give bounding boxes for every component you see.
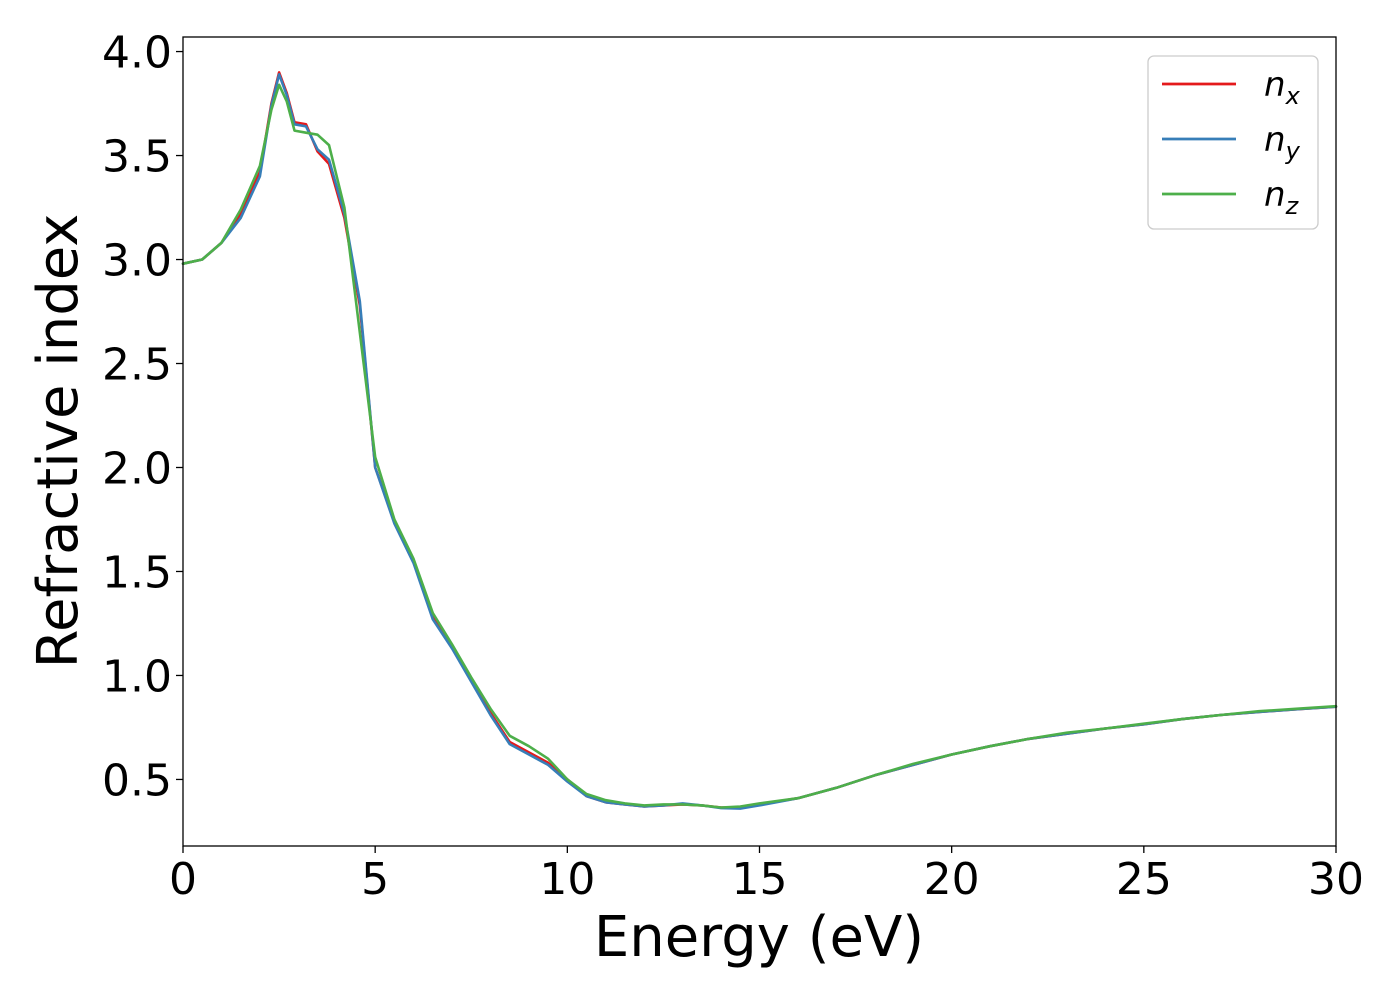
legend-label: nx (1264, 65, 1301, 110)
x-tick-label: 30 (1308, 854, 1364, 905)
y-tick-label: 4.0 (102, 28, 172, 79)
y-tick-label: 3.5 (102, 132, 172, 183)
y-tick-label: 1.5 (102, 547, 172, 598)
y-tick-label: 1.0 (102, 651, 172, 702)
series-line-n-z (181, 83, 1338, 809)
y-tick-label: 0.5 (102, 755, 172, 806)
x-tick-label: 20 (924, 854, 980, 905)
y-axis-ticks: 0.5 1.0 1.5 2.0 2.5 3.0 3.5 4.0 (102, 28, 183, 806)
y-tick-label: 3.0 (102, 236, 172, 287)
series-layer (181, 71, 1338, 810)
y-tick-label: 2.5 (102, 340, 172, 391)
y-tick-label: 2.0 (102, 443, 172, 494)
x-tick-label: 0 (169, 854, 197, 905)
y-axis-title: Refractive index (26, 214, 91, 669)
x-tick-label: 25 (1116, 854, 1172, 905)
legend-box (1147, 55, 1319, 230)
legend: nx ny nz (1147, 55, 1319, 230)
legend-label: ny (1264, 120, 1301, 165)
legend-label: nz (1264, 175, 1300, 220)
x-axis-ticks: 0 5 10 15 20 25 30 (169, 846, 1364, 905)
x-tick-label: 15 (732, 854, 788, 905)
x-tick-label: 10 (539, 854, 595, 905)
x-axis-title: Energy (eV) (594, 905, 924, 970)
x-tick-label: 5 (361, 854, 389, 905)
